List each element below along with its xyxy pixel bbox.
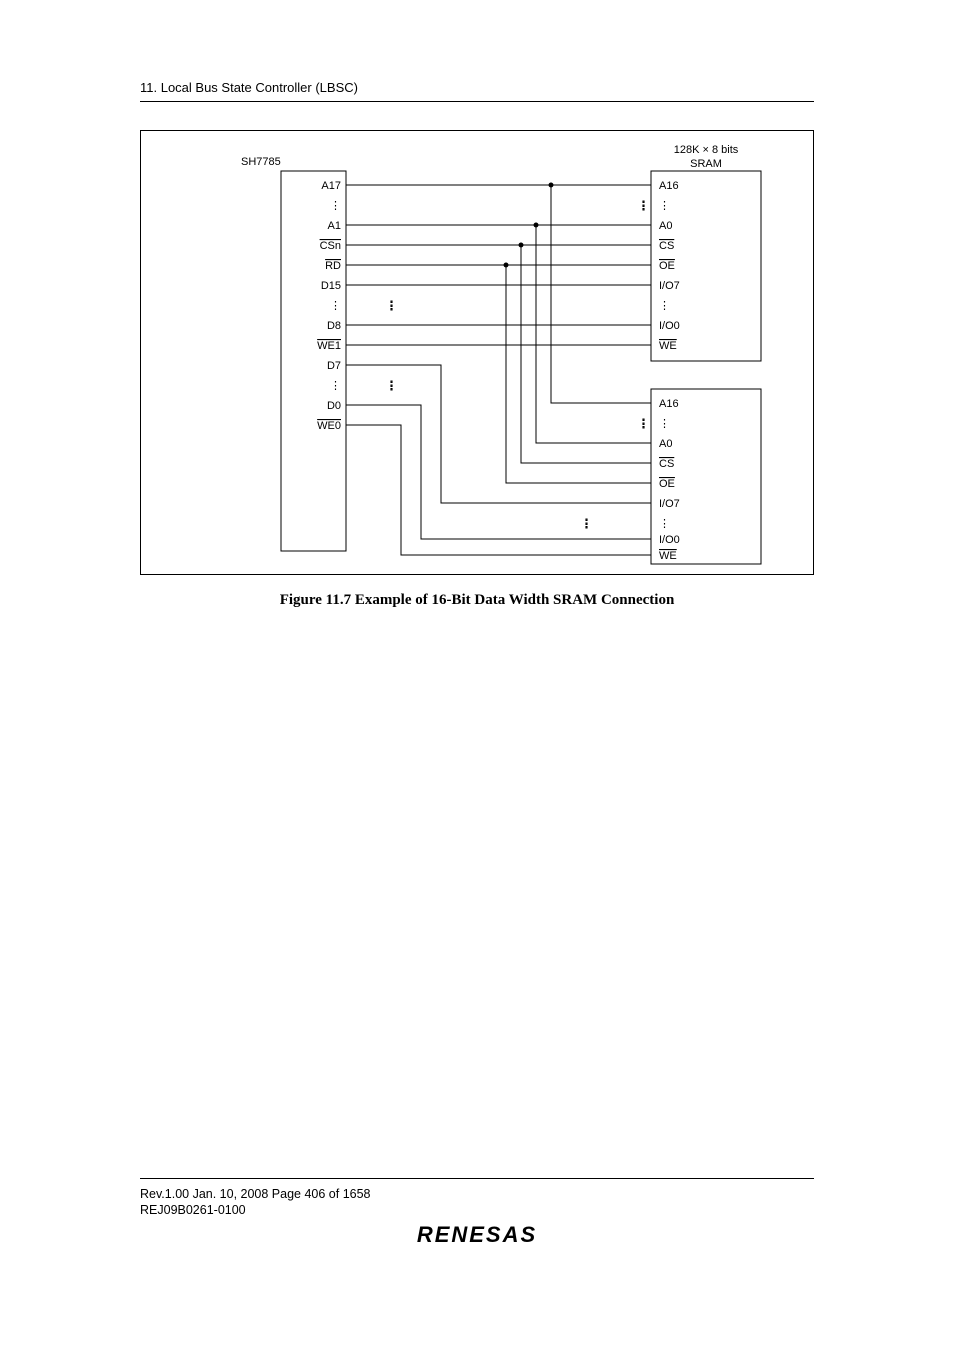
wiring-lines: ⋮ ⋮ ⋮ ⋮ ⋮ (346, 183, 651, 556)
sram-bottom-pins: A16 ⋮ A0 CS OE I/O7 ⋮ I/O0 WE (659, 398, 680, 562)
svg-text:⋮: ⋮ (638, 418, 649, 430)
wiring-svg: SH7785 A17 ⋮ A1 CSn RD D15 ⋮ D8 WE1 D7 ⋮… (141, 131, 813, 574)
svg-text:A17: A17 (321, 180, 341, 192)
svg-text:CSn: CSn (320, 240, 341, 252)
sram-top-pins: A16 ⋮ A0 CS OE I/O7 ⋮ I/O0 WE (659, 180, 680, 352)
footer-rule (140, 1178, 814, 1179)
sh7785-title: SH7785 (241, 156, 281, 168)
svg-text:CS: CS (659, 458, 674, 470)
renesas-logo: RENESAS (0, 1222, 954, 1248)
svg-text:WE1: WE1 (317, 340, 341, 352)
svg-text:A16: A16 (659, 398, 679, 410)
svg-text:⋮: ⋮ (659, 200, 670, 212)
svg-text:CS: CS (659, 240, 674, 252)
figure-wiring-diagram: SH7785 A17 ⋮ A1 CSn RD D15 ⋮ D8 WE1 D7 ⋮… (140, 130, 814, 575)
svg-text:A1: A1 (328, 220, 341, 232)
svg-text:OE: OE (659, 478, 675, 490)
footer-line1: Rev.1.00 Jan. 10, 2008 Page 406 of 1658 (140, 1187, 371, 1201)
svg-text:A0: A0 (659, 438, 672, 450)
svg-text:⋮: ⋮ (659, 518, 670, 530)
svg-text:⋮: ⋮ (659, 300, 670, 312)
svg-text:⋮: ⋮ (386, 300, 397, 312)
svg-text:⋮: ⋮ (638, 200, 649, 212)
svg-text:I/O0: I/O0 (659, 534, 680, 546)
svg-text:A16: A16 (659, 180, 679, 192)
page-header: 11. Local Bus State Controller (LBSC) (140, 80, 814, 102)
svg-text:I/O7: I/O7 (659, 280, 680, 292)
header-text: 11. Local Bus State Controller (LBSC) (140, 80, 358, 95)
svg-text:D0: D0 (327, 400, 341, 412)
svg-text:A0: A0 (659, 220, 672, 232)
sh7785-pin-labels: A17 ⋮ A1 CSn RD D15 ⋮ D8 WE1 D7 ⋮ D0 WE0 (317, 180, 341, 432)
svg-text:WE: WE (659, 340, 677, 352)
svg-text:OE: OE (659, 260, 675, 272)
svg-text:D8: D8 (327, 320, 341, 332)
footer-text: Rev.1.00 Jan. 10, 2008 Page 406 of 1658 … (140, 1186, 371, 1219)
svg-text:I/O7: I/O7 (659, 498, 680, 510)
footer-line2: REJ09B0261-0100 (140, 1203, 246, 1217)
svg-text:⋮: ⋮ (659, 418, 670, 430)
svg-text:I/O0: I/O0 (659, 320, 680, 332)
sram-label-top: SRAM (690, 158, 722, 170)
figure-caption: Figure 11.7 Example of 16-Bit Data Width… (140, 592, 814, 609)
svg-text:⋮: ⋮ (330, 200, 341, 212)
svg-text:D15: D15 (321, 280, 341, 292)
svg-text:D7: D7 (327, 360, 341, 372)
svg-text:⋮: ⋮ (330, 380, 341, 392)
sram-top-title: 128K × 8 bits (674, 144, 739, 156)
svg-text:WE0: WE0 (317, 420, 341, 432)
svg-text:⋮: ⋮ (581, 518, 592, 530)
svg-text:⋮: ⋮ (330, 300, 341, 312)
svg-text:⋮: ⋮ (386, 380, 397, 392)
svg-text:RD: RD (325, 260, 341, 272)
svg-text:WE: WE (659, 550, 677, 562)
